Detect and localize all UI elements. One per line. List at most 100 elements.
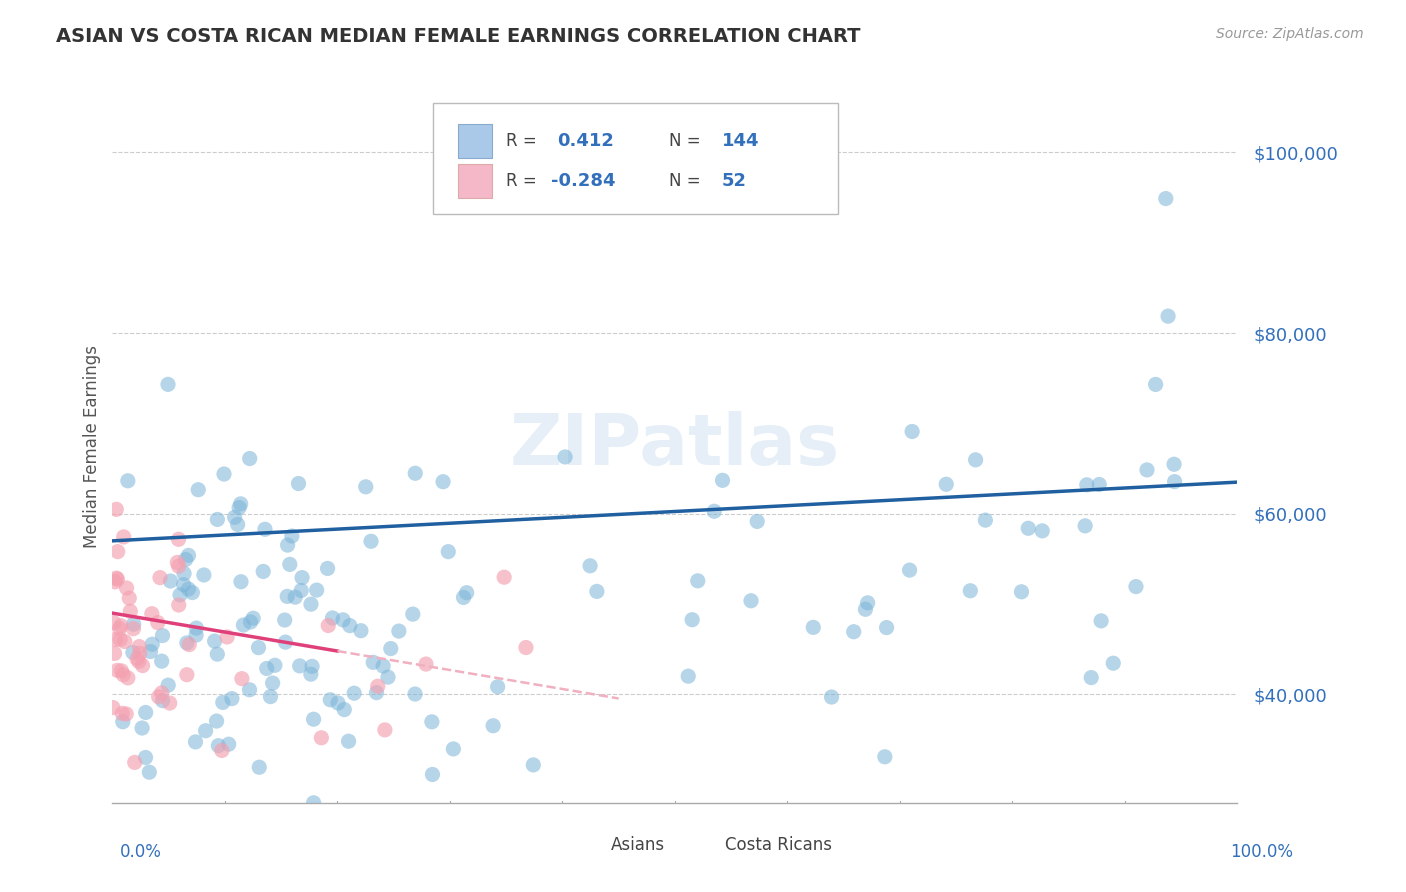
- Point: [247, 640, 270, 655]
- Point: [404, 687, 426, 701]
- Point: [288, 659, 311, 673]
- Point: [108, 632, 131, 647]
- Text: R =: R =: [506, 132, 537, 150]
- Point: [284, 590, 307, 604]
- Point: [681, 613, 703, 627]
- Point: [273, 613, 295, 627]
- Point: [326, 696, 349, 710]
- Point: [166, 556, 188, 570]
- Point: [1144, 377, 1167, 392]
- Point: [159, 696, 181, 710]
- Point: [262, 676, 284, 690]
- Point: [291, 571, 314, 585]
- Point: [207, 647, 229, 661]
- Point: [482, 719, 505, 733]
- Point: [239, 451, 262, 466]
- Point: [135, 706, 157, 720]
- Point: [1136, 463, 1159, 477]
- Point: [242, 611, 264, 625]
- Point: [965, 453, 987, 467]
- Point: [238, 682, 260, 697]
- Point: [360, 534, 382, 549]
- Point: [486, 680, 509, 694]
- Point: [856, 596, 879, 610]
- Point: [354, 480, 377, 494]
- Point: [420, 714, 443, 729]
- FancyBboxPatch shape: [458, 124, 492, 159]
- Point: [676, 669, 699, 683]
- Point: [1076, 478, 1098, 492]
- Point: [1088, 477, 1111, 491]
- Text: 144: 144: [723, 132, 759, 150]
- Point: [167, 598, 190, 612]
- Point: [138, 765, 160, 780]
- FancyBboxPatch shape: [686, 833, 717, 853]
- Point: [169, 588, 191, 602]
- Point: [107, 572, 129, 586]
- Point: [114, 634, 136, 648]
- Point: [388, 624, 411, 638]
- Point: [343, 686, 366, 700]
- Text: R =: R =: [506, 172, 537, 190]
- Point: [152, 628, 174, 642]
- Point: [176, 636, 198, 650]
- Point: [855, 602, 877, 616]
- Point: [1154, 192, 1177, 206]
- Point: [148, 690, 170, 704]
- Point: [131, 721, 153, 735]
- Point: [361, 656, 384, 670]
- Point: [122, 617, 145, 632]
- Point: [302, 796, 325, 810]
- Point: [174, 552, 197, 566]
- Point: [703, 504, 725, 518]
- Point: [278, 558, 301, 572]
- Point: [149, 571, 172, 585]
- Point: [112, 667, 135, 681]
- Point: [415, 657, 437, 671]
- Point: [167, 559, 190, 574]
- Point: [404, 467, 426, 481]
- Point: [456, 585, 478, 599]
- Point: [115, 706, 138, 721]
- Point: [820, 690, 842, 704]
- Point: [239, 615, 262, 629]
- Point: [253, 522, 276, 536]
- Point: [287, 476, 309, 491]
- Point: [177, 549, 200, 563]
- Point: [177, 582, 200, 596]
- Point: [876, 621, 898, 635]
- Point: [118, 591, 141, 606]
- Point: [111, 714, 134, 729]
- Point: [586, 584, 609, 599]
- Point: [935, 477, 957, 491]
- Point: [437, 544, 460, 558]
- Text: -0.284: -0.284: [551, 172, 616, 190]
- Point: [747, 515, 769, 529]
- Point: [181, 585, 204, 599]
- Point: [579, 558, 602, 573]
- Point: [150, 654, 173, 668]
- Point: [494, 570, 516, 584]
- Point: [959, 583, 981, 598]
- Point: [156, 377, 179, 392]
- Point: [842, 624, 865, 639]
- Point: [1090, 614, 1112, 628]
- Point: [1011, 584, 1033, 599]
- Point: [377, 670, 399, 684]
- Point: [367, 679, 389, 693]
- Text: 100.0%: 100.0%: [1230, 843, 1294, 861]
- Point: [228, 500, 250, 515]
- Point: [873, 749, 896, 764]
- Point: [337, 734, 360, 748]
- Point: [252, 565, 274, 579]
- Point: [194, 723, 217, 738]
- Point: [422, 767, 444, 781]
- Point: [105, 664, 128, 678]
- Point: [299, 667, 322, 681]
- Point: [1031, 524, 1053, 538]
- Point: [212, 467, 235, 481]
- Point: [105, 502, 128, 516]
- Point: [125, 651, 148, 665]
- Point: [135, 750, 157, 764]
- Point: [264, 658, 287, 673]
